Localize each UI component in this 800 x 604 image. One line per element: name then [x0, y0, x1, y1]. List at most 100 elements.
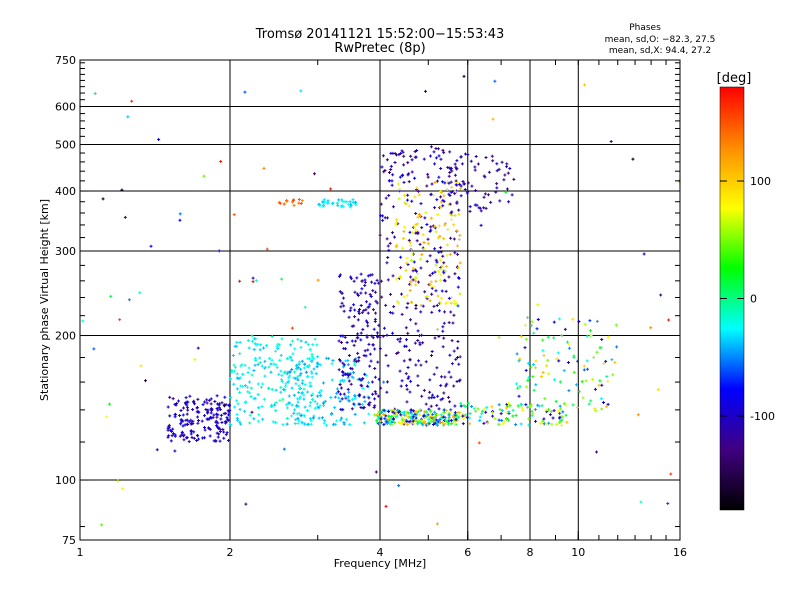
data-point: [429, 145, 433, 149]
data-point: [391, 274, 395, 278]
data-point: [252, 369, 256, 373]
data-point: [248, 380, 252, 384]
data-point: [457, 212, 461, 216]
data-point: [375, 301, 379, 305]
data-point: [358, 393, 362, 397]
data-point: [549, 410, 553, 414]
data-point: [224, 433, 228, 437]
data-point: [178, 212, 182, 216]
data-point: [497, 403, 501, 407]
data-point: [173, 449, 177, 453]
data-point: [356, 318, 360, 322]
data-point: [502, 420, 506, 424]
data-point: [585, 359, 589, 363]
data-point: [252, 337, 256, 341]
data-point: [274, 388, 278, 392]
data-point: [557, 409, 561, 413]
data-point: [337, 396, 341, 400]
data-point: [558, 317, 562, 321]
data-point: [447, 413, 451, 417]
data-point: [395, 352, 399, 356]
data-point: [559, 407, 563, 411]
data-point: [175, 401, 179, 405]
data-point: [250, 334, 254, 338]
data-point: [524, 403, 528, 407]
data-point: [564, 403, 568, 407]
data-point: [442, 237, 446, 241]
data-point: [449, 166, 453, 170]
data-point: [297, 390, 301, 394]
data-point: [416, 230, 420, 234]
data-point: [274, 349, 278, 353]
data-point: [252, 347, 256, 351]
data-point: [514, 413, 518, 417]
data-point: [507, 410, 511, 414]
data-point: [414, 303, 418, 307]
data-point: [390, 179, 394, 183]
data-point: [290, 403, 294, 407]
data-point: [567, 389, 571, 393]
data-point: [524, 337, 528, 341]
data-point: [219, 413, 223, 417]
data-point: [454, 357, 458, 361]
data-point: [387, 248, 391, 252]
data-point: [235, 372, 239, 376]
y-tick-label: 500: [55, 139, 76, 152]
data-point: [364, 373, 368, 377]
data-point: [196, 421, 200, 425]
data-point: [243, 409, 247, 413]
data-point: [639, 500, 643, 504]
data-point: [441, 345, 445, 349]
data-point: [347, 315, 351, 319]
data-point: [437, 250, 441, 254]
data-point: [439, 250, 443, 254]
data-point: [369, 294, 373, 298]
data-point: [174, 403, 178, 407]
data-point: [364, 319, 368, 323]
data-point: [309, 418, 313, 422]
data-point: [357, 356, 361, 360]
data-point: [397, 420, 401, 424]
data-point: [482, 206, 486, 210]
data-point: [176, 399, 180, 403]
data-point: [262, 346, 266, 350]
data-point: [415, 239, 419, 243]
data-point: [330, 378, 334, 382]
data-point: [429, 192, 433, 196]
data-point: [285, 403, 289, 407]
data-point: [235, 344, 239, 348]
data-point: [356, 332, 360, 336]
data-point: [439, 296, 443, 300]
data-point: [433, 247, 437, 251]
y-tick-label: 100: [55, 474, 76, 487]
data-point: [330, 362, 334, 366]
data-point: [431, 271, 435, 275]
data-point: [360, 402, 364, 406]
data-point: [444, 384, 448, 388]
data-point: [458, 355, 462, 359]
data-point: [389, 414, 393, 418]
data-point: [211, 416, 215, 420]
data-point: [202, 174, 206, 178]
data-point: [565, 420, 569, 424]
data-point: [306, 422, 310, 426]
data-point: [410, 199, 414, 203]
data-point: [361, 328, 365, 332]
x-tick-label: 10: [571, 546, 585, 559]
data-point: [227, 403, 231, 407]
data-point: [149, 244, 153, 248]
data-point: [186, 400, 190, 404]
data-point: [642, 252, 646, 256]
data-point: [248, 391, 252, 395]
data-point: [267, 365, 271, 369]
data-point: [296, 375, 300, 379]
data-point: [588, 319, 592, 323]
data-point: [362, 308, 366, 312]
data-point: [359, 383, 363, 387]
data-point: [407, 375, 411, 379]
data-point: [514, 382, 518, 386]
data-point: [344, 395, 348, 399]
data-point: [391, 173, 395, 177]
data-point: [403, 410, 407, 414]
data-point: [554, 399, 558, 403]
